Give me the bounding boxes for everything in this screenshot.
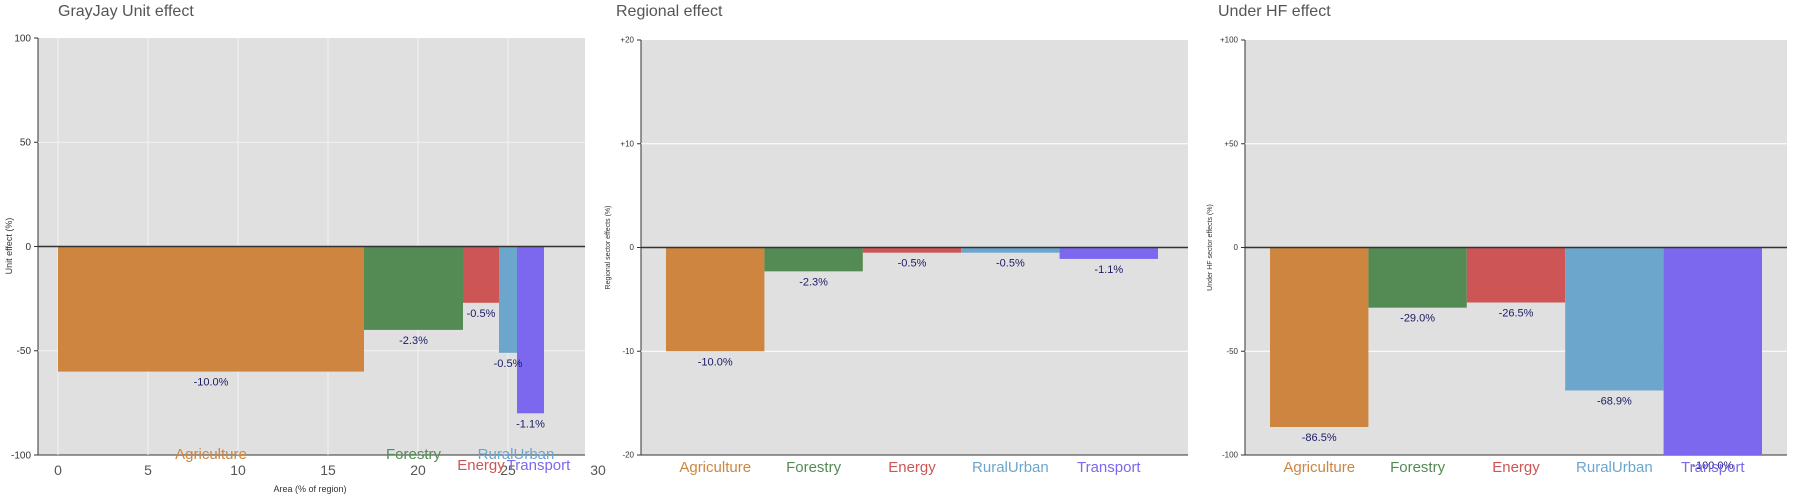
data-label: -26.5% [1499,307,1534,319]
category-label: RuralUrban [478,446,555,463]
data-label: -86.5% [1302,432,1337,444]
bar-transport [1059,247,1158,259]
y-tick-label: 0 [630,243,635,252]
x-tick-label: 25 [500,462,516,478]
data-label: -0.5% [898,258,927,270]
bar-transport [1663,247,1762,455]
data-label: -0.5% [467,308,496,320]
x-tick-label: 20 [410,462,426,478]
y-tick-label: +50 [1224,139,1238,148]
y-tick-label: 0 [25,242,31,253]
category-label: Agriculture [1283,459,1355,476]
x-tick-label: 30 [590,462,606,478]
bar-agriculture [58,246,364,372]
chart-title: Regional effect [616,3,723,20]
y-tick-label: 0 [1234,243,1239,252]
category-label: Transport [1681,459,1745,476]
data-label: -68.9% [1597,395,1632,407]
y-tick-label: -100 [1222,451,1239,460]
data-label: -2.3% [799,276,828,288]
under-hf-effect-panel: Under HF effect +100 +50 0 -50 -100 -86.5% -29… [1200,0,1800,500]
bar-agriculture [666,247,765,352]
category-label: Agriculture [175,446,247,463]
under-hf-effect-chart: +100 +50 0 -50 -100 -86.5% -29.0% -26.5% -68.9% -… [1207,36,1787,476]
data-label: -10.0% [194,377,229,389]
x-tick-label: 15 [320,462,336,478]
category-label: Transport [1077,459,1141,476]
x-tick-label: 10 [230,462,246,478]
category-label: Forestry [1390,459,1446,476]
category-label: Forestry [786,459,842,476]
chart-title: GrayJay Unit effect [58,3,194,20]
chart-title: Under HF effect [1218,3,1331,20]
category-label: RuralUrban [972,459,1049,476]
category-label: Energy [1492,459,1540,476]
x-tick-label: 0 [54,462,62,478]
category-label: Agriculture [679,459,751,476]
data-label: -1.1% [1094,264,1123,276]
x-axis-label: Area (% of region) [273,484,346,494]
data-label: -29.0% [1400,313,1435,325]
y-tick-label: -100 [11,450,31,461]
y-tick-label: -50 [17,346,32,357]
bar-ruralurban [499,246,517,353]
y-tick-label: -10 [622,347,634,356]
category-label: Transport [507,457,571,474]
regional-effect-chart: +20 +10 0 -10 -20 -10.0% -2.3% -0.5% -0.5% -1.1% A… [605,36,1188,476]
unit-effect-panel: GrayJay Unit effect 100 50 0 -50 -100 0 5 10 15 2… [0,0,606,500]
category-label: RuralUrban [1576,459,1653,476]
regional-effect-panel: Regional effect +20 +10 0 -10 -20 -10.0% -2.3%… [600,0,1200,500]
bar-forestry [764,247,863,272]
data-label: -0.5% [494,358,523,370]
y-tick-label: +10 [620,139,634,148]
y-axis-label: Regional sector effects (%) [605,206,612,290]
data-label: -100.0% [1692,460,1733,472]
bar-forestry [364,246,463,330]
x-tick-label: 5 [144,462,152,478]
y-tick-label: 100 [14,33,31,44]
bar-transport [517,246,544,414]
bar-agriculture [1270,247,1369,427]
category-label: Energy [888,459,936,476]
category-label: Energy [457,457,505,474]
bar-energy [463,246,499,303]
y-tick-label: -50 [1226,347,1238,356]
y-tick-label: +100 [1220,36,1239,45]
bar-forestry [1368,247,1467,308]
category-label: Forestry [386,446,442,463]
y-axis-label: Unit effect (%) [4,218,14,275]
y-axis-label: Under HF sector effects (%) [1207,204,1214,291]
bar-ruralurban [961,247,1060,253]
unit-effect-chart: 100 50 0 -50 -100 0 5 10 15 20 25 30 -10.0% -2.3% -0.5… [4,33,606,494]
bar-energy [1466,247,1566,303]
bar-energy [862,247,962,253]
y-tick-label: -20 [622,451,634,460]
data-label: -2.3% [399,335,428,347]
y-tick-label: +20 [620,36,634,45]
y-tick-label: 50 [20,138,32,149]
data-label: -1.1% [516,418,545,430]
bar-ruralurban [1565,247,1664,391]
data-label: -0.5% [996,258,1025,270]
data-label: -10.0% [698,356,733,368]
